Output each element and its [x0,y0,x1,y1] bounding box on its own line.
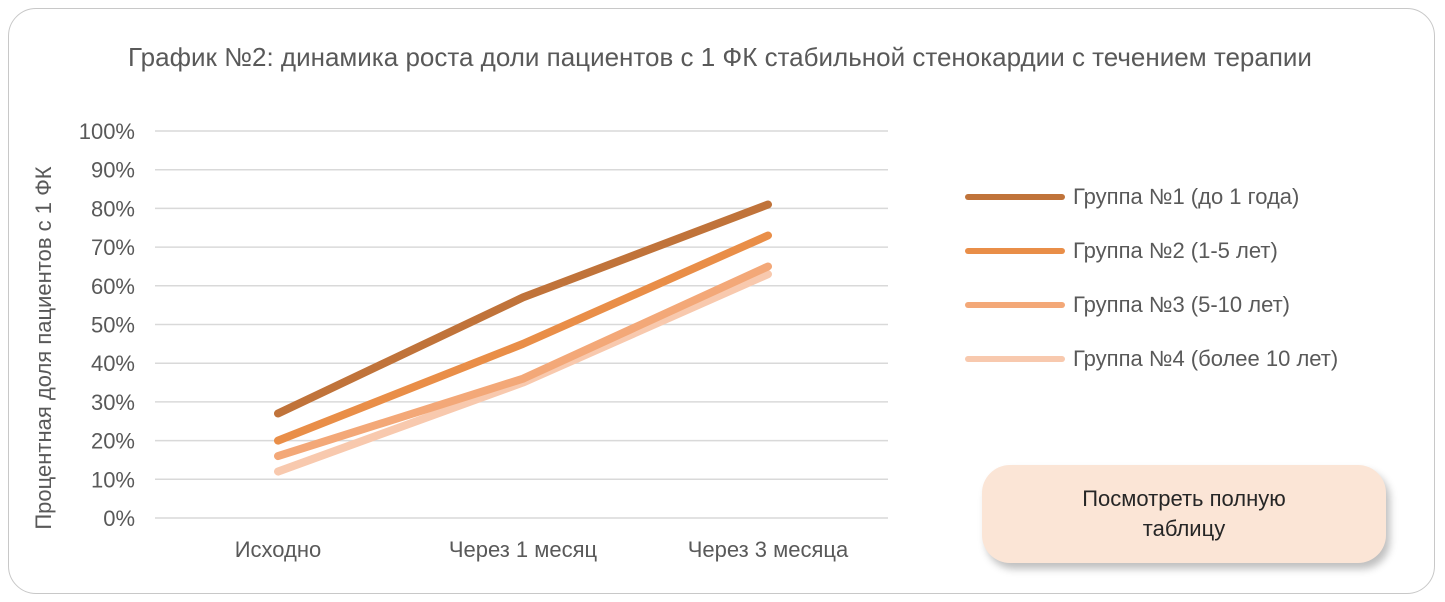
y-tick-label: 50% [91,313,135,338]
y-tick-label: 40% [91,351,135,376]
legend-item: Группа №4 (более 10 лет) [965,332,1425,386]
legend-item: Группа №2 (1-5 лет) [965,224,1425,278]
y-tick-label: 30% [91,390,135,415]
legend-label: Группа №1 (до 1 года) [1073,184,1300,209]
chart-title: График №2: динамика роста доли пациентов… [128,42,1312,72]
legend-swatch [965,194,1065,200]
y-tick-label: 100% [79,119,135,144]
y-tick-label: 70% [91,235,135,260]
x-tick-label: Через 1 месяц [449,537,598,562]
legend-label: Группа №4 (более 10 лет) [1073,346,1339,371]
y-tick-label: 90% [91,158,135,183]
legend-label: Группа №2 (1-5 лет) [1073,238,1278,263]
series-line-2 [274,231,772,445]
legend-swatch [965,356,1065,362]
y-tick-label: 0% [103,506,135,531]
legend-swatch [965,248,1065,254]
view-full-table-button[interactable]: Посмотреть полную таблицу [982,465,1386,563]
x-tick-label: Через 3 месяца [688,537,849,562]
series-line-1 [274,200,772,418]
legend-label: Группа №3 (5-10 лет) [1073,292,1291,317]
y-tick-label: 80% [91,196,135,221]
series-line-3 [274,262,772,461]
legend-swatch [965,302,1065,308]
x-tick-label: Исходно [235,537,322,562]
y-tick-label: 20% [91,429,135,454]
chart-legend: Группа №1 (до 1 года) Группа №2 (1-5 лет)… [965,170,1425,386]
legend-item: Группа №3 (5-10 лет) [965,278,1425,332]
y-tick-label: 60% [91,274,135,299]
y-tick-label: 10% [91,467,135,492]
legend-item: Группа №1 (до 1 года) [965,170,1425,224]
